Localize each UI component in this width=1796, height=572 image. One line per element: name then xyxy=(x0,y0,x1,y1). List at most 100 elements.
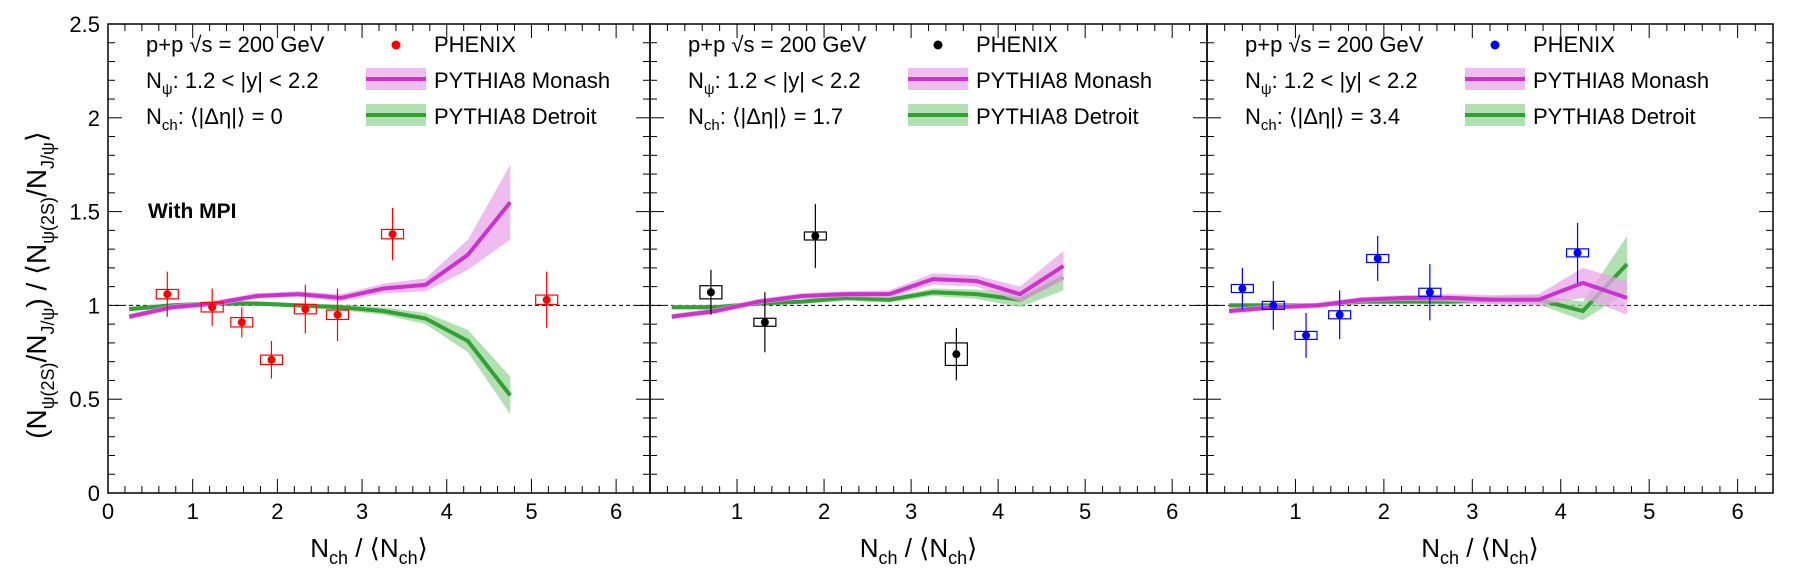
legend-phenix-marker xyxy=(1490,40,1500,50)
x-tick-label: 3 xyxy=(356,499,368,524)
x-tick-label: 4 xyxy=(441,499,453,524)
y-tick-label: 2 xyxy=(88,106,100,131)
phenix-point xyxy=(1335,310,1344,319)
y-label-slash: /N xyxy=(21,334,52,362)
y-tick-label: 1.5 xyxy=(69,200,100,225)
x-tick-label: 6 xyxy=(610,499,622,524)
rapidity-part: : 1.2 < |y| < 2.2 xyxy=(173,68,319,93)
phenix-point xyxy=(542,295,551,304)
x-label-part: ch xyxy=(329,548,348,568)
panel-frame xyxy=(1206,23,1774,494)
legend-monash-label: PYTHIA8 Monash xyxy=(1533,68,1709,93)
y-label-sub2: J/ψ xyxy=(38,308,58,335)
deta-part: ch xyxy=(1261,117,1277,134)
panel-energy-label: p+p √s = 200 GeV xyxy=(1245,32,1424,57)
phenix-point xyxy=(267,355,276,364)
panel-rapidity-label: Nψ: 1.2 < |y| < 2.2 xyxy=(688,68,861,98)
panel-deta-label: Nch: ⟨|Δη|⟩ = 1.7 xyxy=(688,104,843,134)
panel-energy-label: p+p √s = 200 GeV xyxy=(146,32,325,57)
x-axis-label: Nch / ⟨Nch⟩ xyxy=(310,533,428,568)
y-label-sub1: ψ(2S) xyxy=(38,362,58,409)
deta-part: N xyxy=(146,104,162,129)
deta-part: : ⟨|Δη|⟩ = 3.4 xyxy=(1277,104,1400,129)
x-tick-label: 1 xyxy=(1289,499,1301,524)
x-label-part: ch xyxy=(399,548,418,568)
legend-phenix-label: PHENIX xyxy=(976,32,1058,57)
legend-detroit-label: PYTHIA8 Detroit xyxy=(434,104,597,129)
x-tick-label: 2 xyxy=(818,499,830,524)
panel-frame xyxy=(107,23,651,494)
x-tick-label: 0 xyxy=(102,499,114,524)
x-label-part: ⟩ xyxy=(967,533,977,563)
legend-phenix-marker xyxy=(933,40,943,50)
y-label-sub3: ψ(2S) xyxy=(38,197,58,244)
y-axis-label: (Nψ(2S)/NJ/ψ) / ⟨Nψ(2S)/NJ/ψ⟩ xyxy=(21,131,58,439)
legend-monash-label: PYTHIA8 Monash xyxy=(976,68,1152,93)
panel-energy-label: p+p √s = 200 GeV xyxy=(688,32,867,57)
pythia8-monash-line xyxy=(1228,280,1628,314)
panel-frame xyxy=(649,23,1208,494)
x-label-part: ch xyxy=(1440,548,1459,568)
deta-part: N xyxy=(1245,104,1261,129)
x-label-part: N xyxy=(860,533,879,563)
panel-1: 0 0.5 1 1.5 2 2.5 0 1 2 3 4 5 6 Nch / ⟨Nch⟩ p+p √s = 2… xyxy=(69,12,651,568)
phenix-point xyxy=(301,305,310,314)
x-label-part: ch xyxy=(1510,548,1529,568)
phenix-point xyxy=(1238,284,1247,293)
phenix-point xyxy=(760,318,769,327)
x-tick-label: 4 xyxy=(1555,499,1567,524)
phenix-point xyxy=(1573,248,1582,257)
deta-part: ch xyxy=(162,117,178,134)
phenix-point xyxy=(163,290,172,299)
x-axis-label: Nch / ⟨Nch⟩ xyxy=(860,533,978,568)
x-tick-label: 1 xyxy=(731,499,743,524)
y-label-close: ) / ⟨N xyxy=(21,244,52,308)
pythia8-detroit-band xyxy=(129,301,511,415)
phenix-point xyxy=(1373,254,1382,263)
rapidity-part: N xyxy=(688,68,704,93)
legend-phenix-label: PHENIX xyxy=(434,32,516,57)
rapidity-part: ψ xyxy=(162,81,173,98)
x-label-part: / ⟨N xyxy=(898,533,949,563)
deta-part: : ⟨|Δη|⟩ = 0 xyxy=(178,104,283,129)
y-tick-label: 0 xyxy=(88,481,100,506)
phenix-point xyxy=(952,350,961,359)
y-label-slash2: /N xyxy=(21,169,52,197)
x-tick-label: 3 xyxy=(1466,499,1478,524)
rapidity-part: : 1.2 < |y| < 2.2 xyxy=(715,68,861,93)
pythia8-monash-band xyxy=(671,250,1064,320)
x-tick-label: 2 xyxy=(271,499,283,524)
deta-part: ch xyxy=(704,117,720,134)
pythia8-detroit-line xyxy=(128,301,512,397)
y-tick-label: 2.5 xyxy=(69,12,100,37)
phenix-point xyxy=(333,310,342,319)
phenix-point xyxy=(1302,331,1311,340)
x-label-part: ch xyxy=(948,548,967,568)
x-tick-label: 2 xyxy=(1378,499,1390,524)
y-label-sub4: J/ψ xyxy=(38,142,58,169)
y-tick-label: 1 xyxy=(88,293,100,318)
x-tick-label: 5 xyxy=(525,499,537,524)
legend-detroit-label: PYTHIA8 Detroit xyxy=(1533,104,1696,129)
x-tick-label: 3 xyxy=(905,499,917,524)
legend-phenix-label: PHENIX xyxy=(1533,32,1615,57)
x-axis-label: Nch / ⟨Nch⟩ xyxy=(1421,533,1539,568)
x-tick-label: 1 xyxy=(187,499,199,524)
legend-phenix-marker xyxy=(391,40,401,50)
deta-part: : ⟨|Δη|⟩ = 1.7 xyxy=(720,104,843,129)
x-tick-label: 5 xyxy=(1643,499,1655,524)
legend-detroit-label: PYTHIA8 Detroit xyxy=(976,104,1139,129)
annotation-with-mpi: With MPI xyxy=(148,200,236,223)
phenix-point xyxy=(811,231,820,240)
x-label-part: N xyxy=(310,533,329,563)
y-tick-label: 0.5 xyxy=(69,387,100,412)
x-label-part: ch xyxy=(879,548,898,568)
pythia8-monash-band xyxy=(129,164,511,320)
pythia8-monash-line xyxy=(671,264,1065,319)
x-label-part: / ⟨N xyxy=(348,533,399,563)
rapidity-part: N xyxy=(1245,68,1261,93)
y-label-end: ⟩ xyxy=(21,131,52,142)
